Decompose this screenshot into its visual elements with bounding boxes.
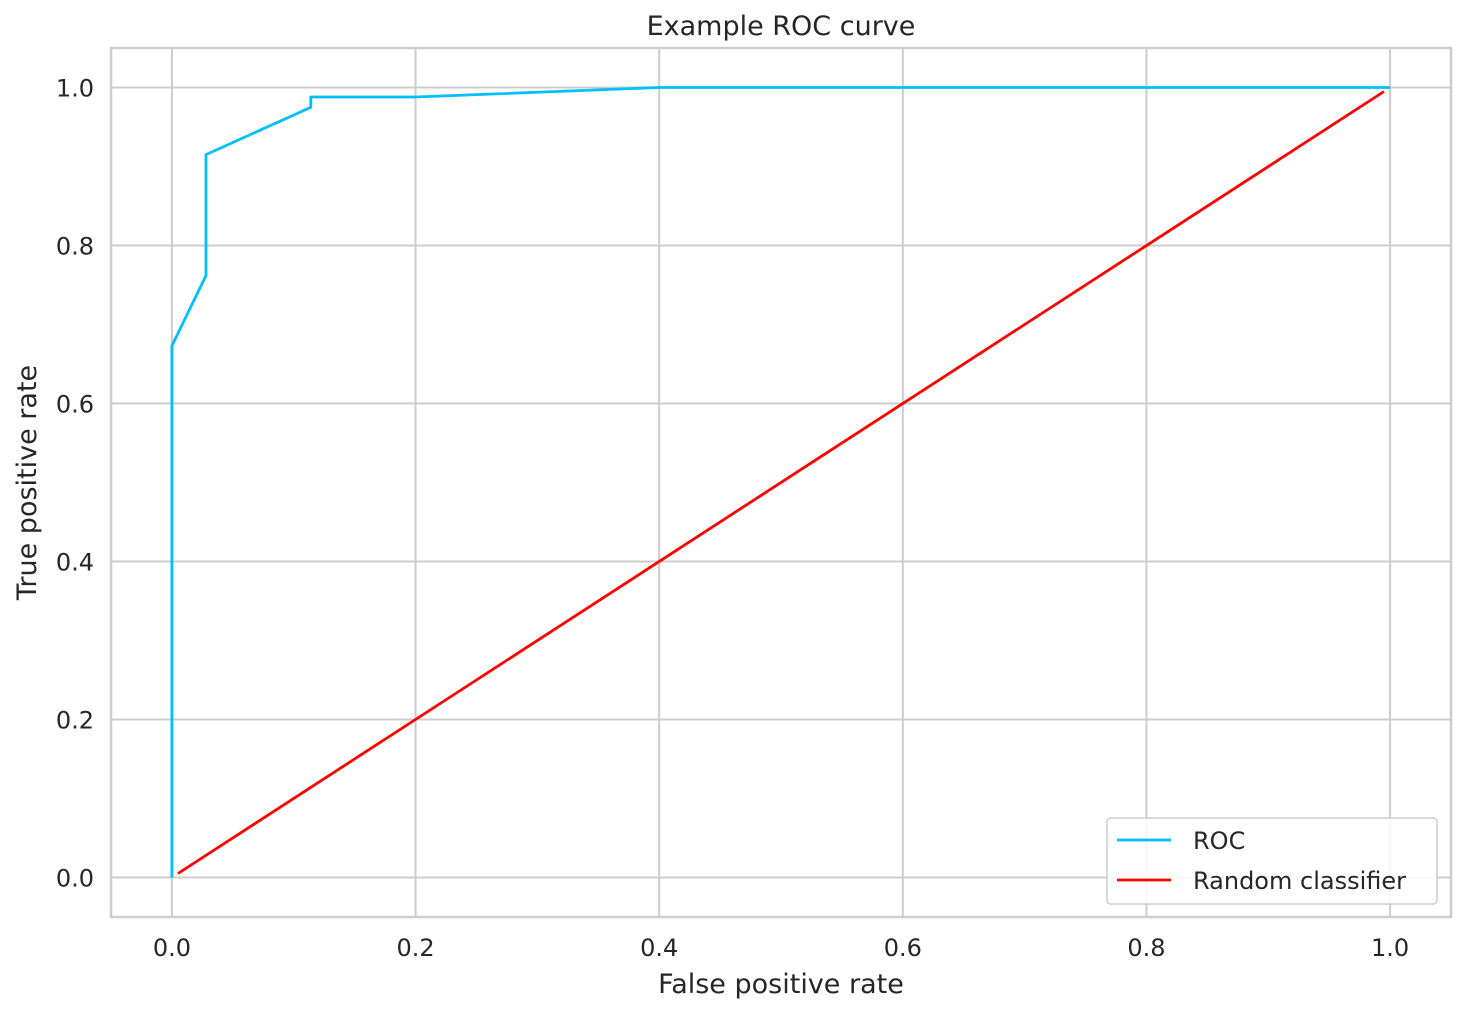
y-tick-label: 0.8 <box>56 233 94 261</box>
x-tick-label: 0.0 <box>153 934 191 962</box>
x-tick-label: 1.0 <box>1371 934 1409 962</box>
series-line-1 <box>177 90 1385 875</box>
y-tick-label: 0.6 <box>56 391 94 419</box>
y-tick-label: 0.4 <box>56 549 94 577</box>
series-layer <box>170 86 1391 878</box>
x-tick-label: 0.6 <box>884 934 922 962</box>
x-tick-label: 0.8 <box>1127 934 1165 962</box>
x-tick-labels: 0.0 0.2 0.4 0.6 0.8 1.0 <box>153 934 1409 962</box>
chart-title: Example ROC curve <box>647 11 916 42</box>
series-line-0 <box>170 86 1391 878</box>
legend: ROC Random classifier <box>1106 817 1438 905</box>
x-axis-label: False positive rate <box>658 969 904 1000</box>
y-tick-label: 0.2 <box>56 707 94 735</box>
y-tick-labels: 0.0 0.2 0.4 0.6 0.8 1.0 <box>56 75 94 893</box>
y-axis-label: True positive rate <box>12 365 43 601</box>
legend-box <box>1106 817 1438 905</box>
y-tick-label: 1.0 <box>56 75 94 103</box>
legend-label-1: Random classifier <box>1193 867 1406 895</box>
plot-frame <box>109 46 1453 919</box>
legend-label-0: ROC <box>1193 827 1245 855</box>
x-tick-label: 0.4 <box>640 934 678 962</box>
y-tick-label: 0.0 <box>56 865 94 893</box>
x-tick-label: 0.2 <box>396 934 434 962</box>
